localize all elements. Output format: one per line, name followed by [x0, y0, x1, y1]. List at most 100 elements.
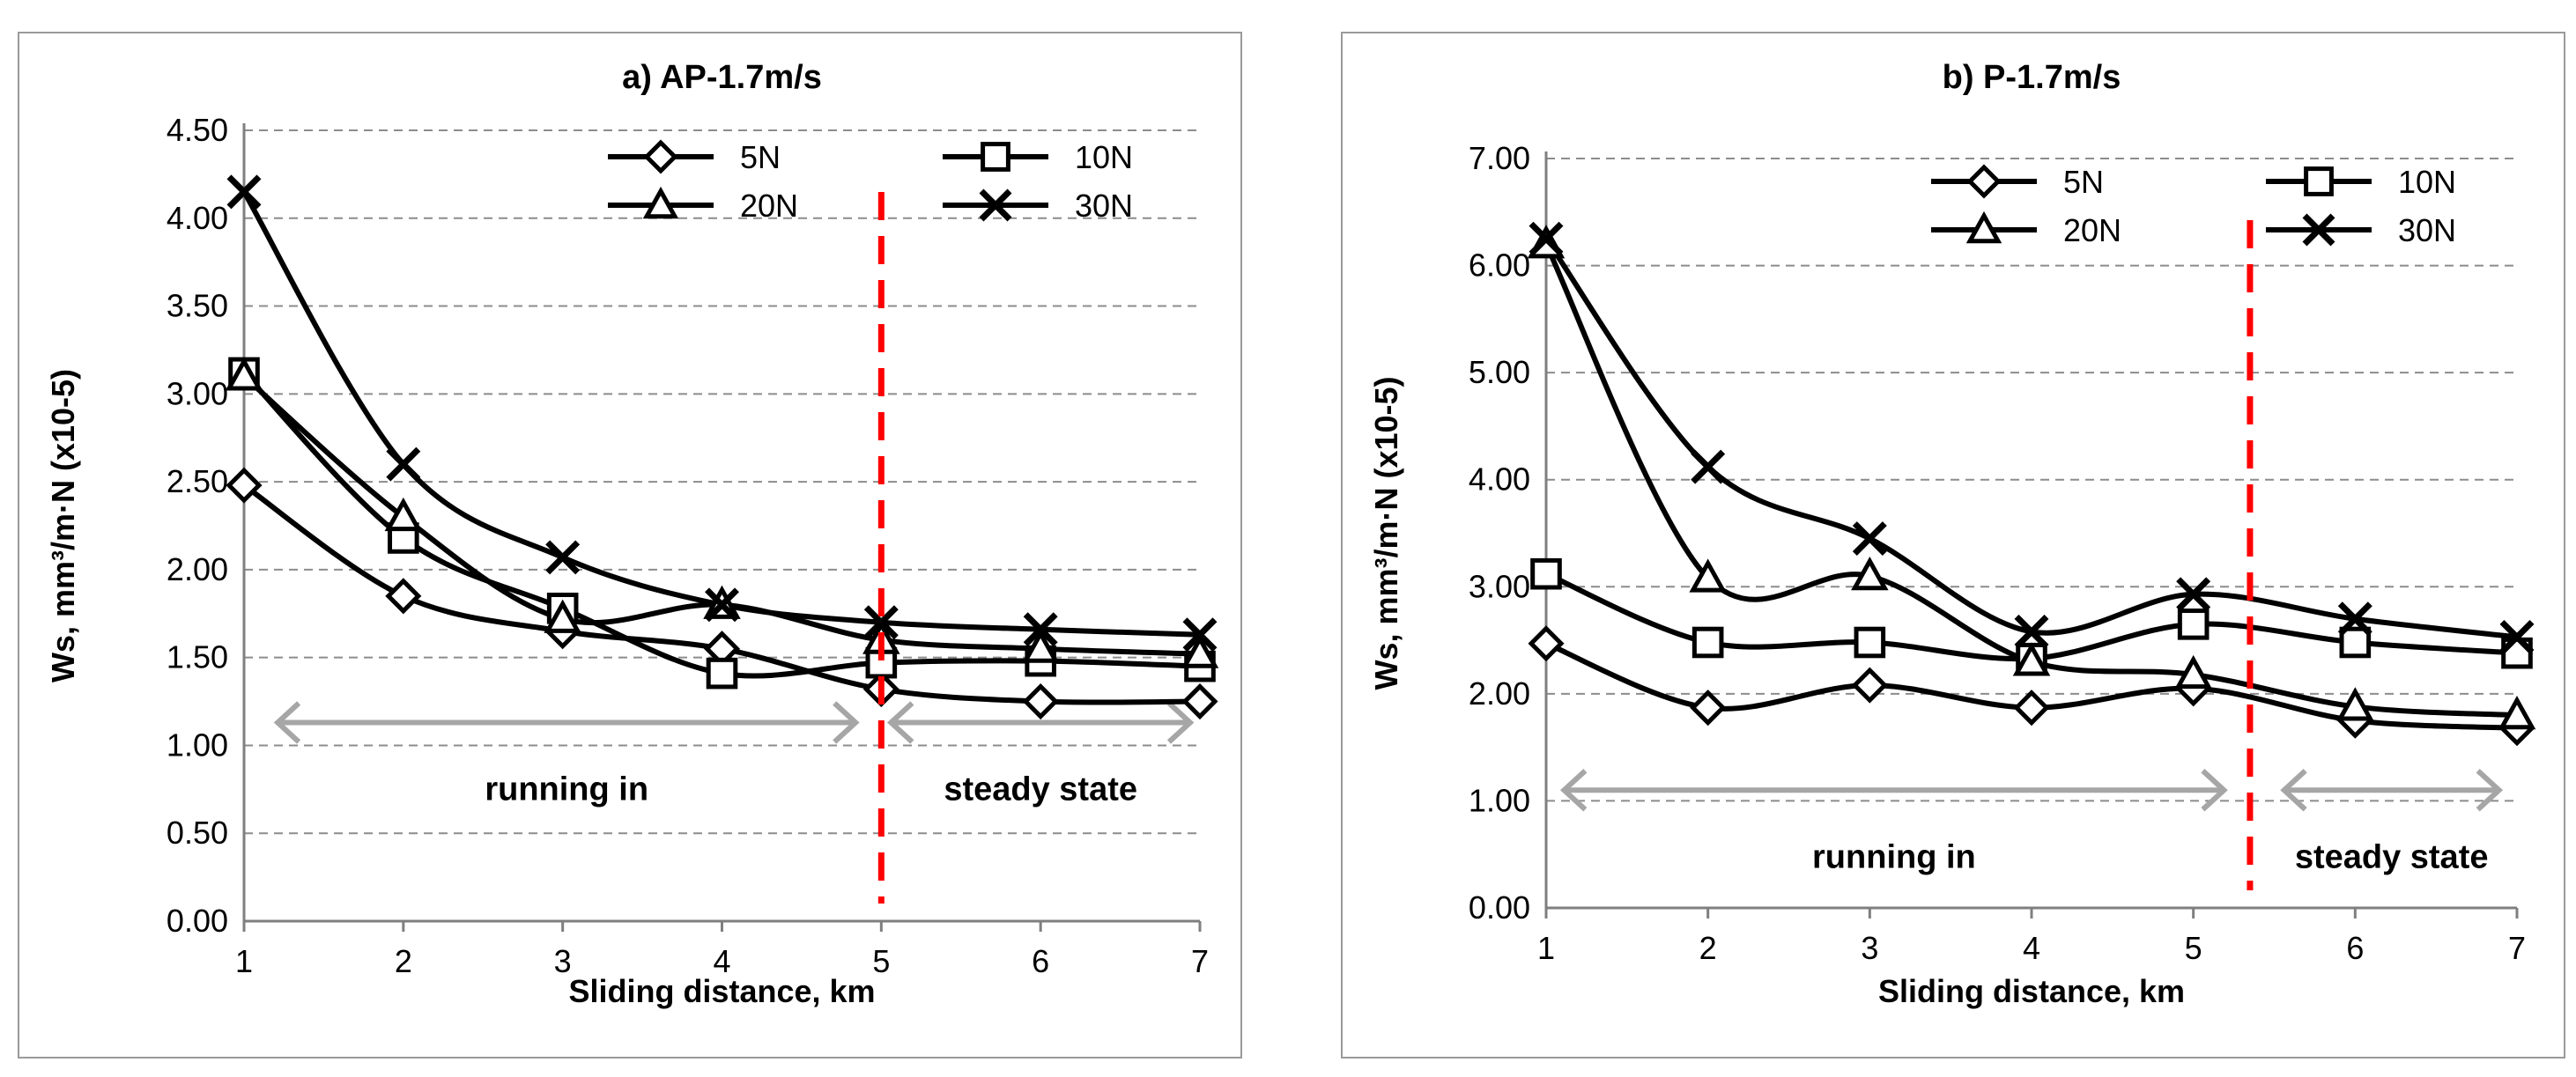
chart-b-legend-label: 10N [2398, 164, 2456, 200]
chart-a-ytick-label: 4.50 [167, 112, 228, 148]
chart-b-point-5N [2013, 690, 2050, 727]
chart-b-title: b) P-1.7m/s [1943, 59, 2121, 96]
chart-b-region-arrow-head-right [2476, 769, 2504, 812]
chart-b-ytick-label: 1.00 [1469, 782, 1530, 818]
chart-a-ytick-label: 2.50 [167, 463, 228, 499]
chart-a-point-20N [1021, 629, 1060, 663]
chart-b-legend-marker-30N-stroke-2 [2302, 213, 2335, 247]
chart-a-series-line-30N [241, 190, 1201, 638]
chart-b-xtick-label: 2 [1699, 930, 1717, 966]
chart-b-ytick-label: 3.00 [1469, 568, 1530, 604]
chart-a-region-arrow [273, 701, 860, 744]
chart-b-region-arrow [1559, 769, 2228, 812]
chart-a-ytick-label: 4.00 [167, 200, 228, 236]
chart-b-point-20N [2498, 696, 2536, 730]
chart-b-point-10N [1530, 557, 1562, 590]
chart-a-legend-marker-5N [643, 139, 678, 174]
chart-b-xtick-label: 7 [2508, 930, 2526, 966]
chart-b-region-arrow-head-left [2280, 769, 2307, 812]
chart-a-xtick-label: 3 [554, 943, 572, 979]
chart-b-point-30N [1691, 449, 1726, 484]
chart-a-point-30N [386, 446, 421, 482]
chart-a-point-30N [863, 605, 899, 640]
chart-b-point-30N-stroke-2 [2176, 577, 2211, 612]
chart-b-point-30N [2499, 619, 2535, 654]
chart-b-point-10N [1691, 626, 1724, 659]
chart-b-point-10N [1854, 626, 1886, 659]
chart-a-point-20N [1181, 634, 1219, 668]
chart-a-point-30N-stroke-2 [226, 174, 262, 210]
chart-b-point-30N [2337, 601, 2372, 637]
chart-b-xtick-label: 4 [2023, 930, 2040, 966]
chart-panel-b: b) P-1.7m/s 0.00 1.00 2.00 3.00 4.00 5.00 6.00 7… [1341, 32, 2565, 1059]
chart-a-region-arrow-head-left [886, 701, 914, 744]
chart-a-ytick-label: 3.50 [167, 288, 228, 324]
chart-b-legend-marker-10N [2304, 166, 2334, 196]
chart-a-ytick-label: 1.00 [167, 727, 228, 763]
chart-b-region-arrow [2280, 769, 2504, 812]
chart-a-point-30N-stroke-2 [1023, 612, 1058, 647]
chart-a-xtick-label: 6 [1032, 943, 1049, 979]
chart-b-region-label: running in [1812, 838, 1976, 875]
chart-a-legend-label: 20N [740, 188, 798, 224]
chart-b-point-30N [1529, 221, 1564, 256]
chart-b-point-30N-stroke-2 [2337, 601, 2372, 637]
chart-b-point-20N [1689, 558, 1727, 593]
chart-b-xlabel: Sliding distance, km [1878, 973, 2185, 1009]
chart-a-ytick-label: 1.50 [167, 639, 228, 675]
chart-a-legend-label: 10N [1075, 139, 1133, 175]
chart-a-point-30N [226, 174, 262, 210]
chart-a-svg: a) AP-1.7m/s 0.00 0.50 1.00 1.50 2.00 2.50 3.00… [45, 59, 1219, 1009]
chart-b-point-5N [1690, 690, 1727, 727]
chart-b-xtick-label: 6 [2346, 930, 2364, 966]
chart-b-point-20N [2174, 654, 2212, 690]
chart-panel-a: a) AP-1.7m/s 0.00 0.50 1.00 1.50 2.00 2.50 3.00… [18, 32, 1242, 1059]
chart-a-point-5N [385, 578, 422, 615]
chart-b-point-5N [1528, 625, 1565, 662]
chart-b-ytick-label: 6.00 [1469, 247, 1530, 284]
chart-b-ytick-label: 7.00 [1469, 140, 1530, 176]
chart-b-legend-marker-20N [1965, 210, 2002, 244]
chart-a-point-30N-stroke-2 [386, 446, 421, 482]
chart-a-point-5N [1022, 683, 1059, 720]
chart-a-legend-label: 30N [1075, 188, 1133, 224]
chart-a-point-30N-stroke-2 [863, 605, 899, 640]
chart-b-point-10N [2339, 626, 2372, 659]
chart-a-legend-marker-30N [979, 188, 1012, 222]
chart-b-point-20N [1851, 556, 1889, 591]
chart-a-legend-marker-20N [642, 186, 679, 219]
chart-a-point-30N-stroke-2 [1182, 617, 1218, 653]
chart-a-xtick-label: 1 [235, 943, 253, 979]
chart-b-xtick-label: 5 [2185, 930, 2202, 966]
chart-a-region-label: running in [485, 771, 648, 808]
chart-b-region-arrow-head-left [1559, 769, 1588, 812]
chart-b-point-20N [2012, 642, 2051, 676]
chart-a-point-10N [706, 657, 738, 690]
chart-a-point-5N [1181, 683, 1218, 720]
chart-a-ylabel: Ws, mm³/m·N (x10-5) [45, 369, 81, 682]
chart-a-point-30N [1182, 617, 1218, 653]
chart-b-ylabel: Ws, mm³/m·N (x10-5) [1368, 376, 1404, 690]
chart-b-point-20N [2336, 687, 2374, 721]
chart-b-point-10N [2177, 609, 2210, 640]
chart-b-point-30N-stroke-2 [1852, 521, 1887, 557]
chart-b-point-30N [1852, 521, 1887, 557]
chart-b-point-30N [2176, 577, 2211, 612]
chart-b-region-label: steady state [2295, 838, 2489, 875]
chart-a-point-20N [225, 357, 263, 391]
chart-b-point-30N-stroke-2 [2014, 614, 2049, 649]
chart-b-point-30N [2014, 614, 2049, 649]
chart-a-region-arrow-head-right [1166, 701, 1195, 744]
chart-a-ytick-label: 0.50 [167, 815, 228, 851]
chart-a-region-arrow-head-left [273, 701, 301, 744]
chart-a-ytick-label: 3.00 [167, 375, 228, 411]
chart-b-ytick-label: 5.00 [1469, 354, 1530, 390]
chart-a-ytick-label: 2.00 [167, 551, 228, 587]
chart-b-xtick-label: 3 [1861, 930, 1878, 966]
chart-b-series-line-30N [1543, 237, 2518, 640]
chart-a-point-20N [544, 599, 581, 633]
chart-a-xtick-label: 4 [713, 943, 730, 979]
chart-a-xlabel: Sliding distance, km [568, 973, 875, 1009]
chart-b-legend-label: 20N [2063, 212, 2121, 248]
chart-a-point-30N [1023, 612, 1058, 647]
